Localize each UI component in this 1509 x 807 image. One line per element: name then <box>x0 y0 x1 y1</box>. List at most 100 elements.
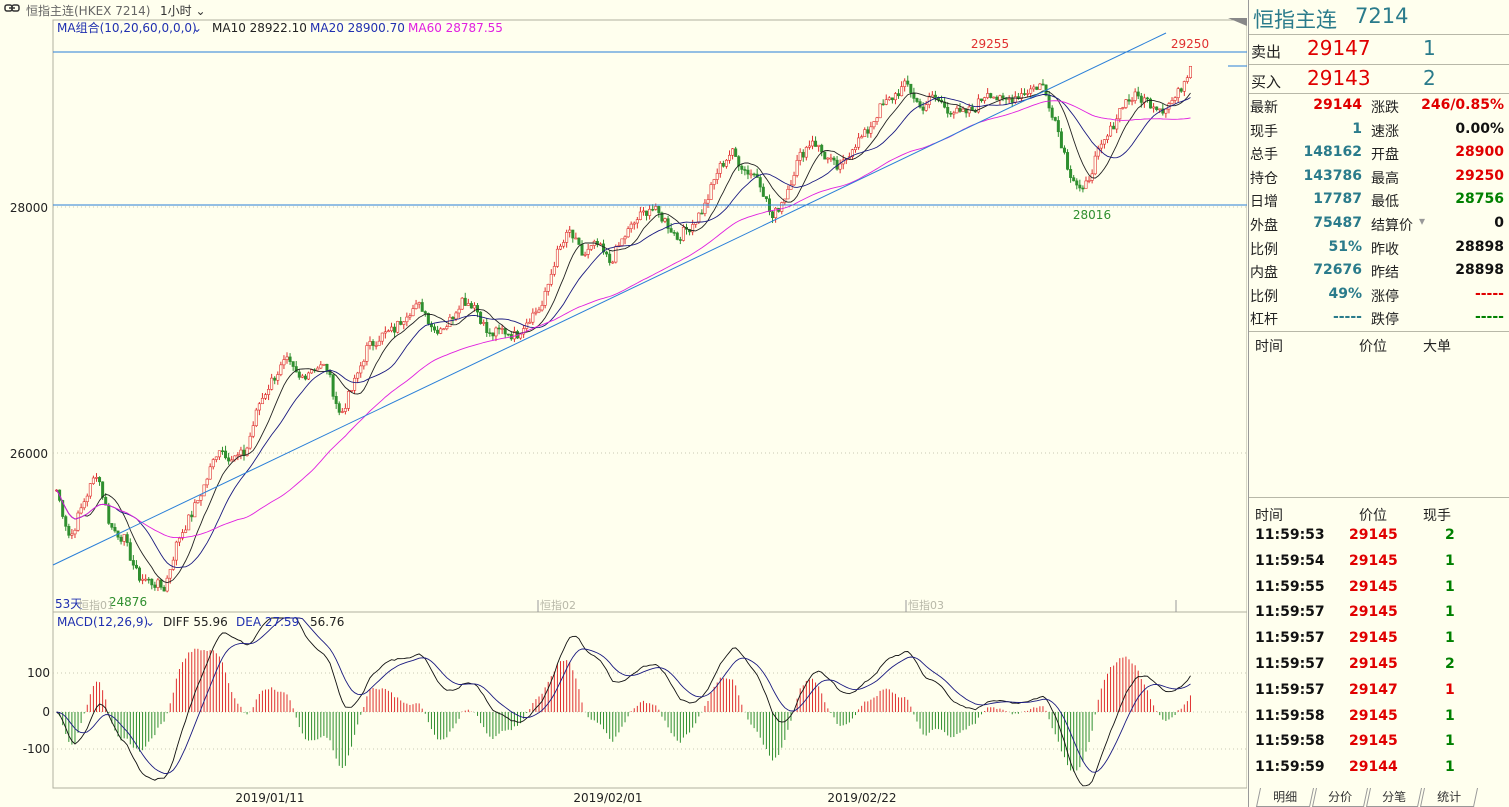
candle-up <box>408 315 412 318</box>
candle-down <box>451 316 455 320</box>
candle-up <box>537 309 541 313</box>
info-label: 现手 <box>1250 123 1278 140</box>
candle-down <box>337 403 341 413</box>
tick-row[interactable]: 11:59:58 29145 1 <box>1249 703 1509 729</box>
candle-down <box>469 303 473 309</box>
candle-up <box>654 206 658 210</box>
candle-down <box>764 196 768 200</box>
candle-down <box>897 93 901 97</box>
candle-down <box>918 101 922 108</box>
ask-price: 29147 <box>1307 36 1371 60</box>
candle-up <box>457 308 461 314</box>
tick-row[interactable]: 11:59:53 29145 2 <box>1249 522 1509 548</box>
tick-row[interactable]: 11:59:57 29145 2 <box>1249 651 1509 677</box>
period-label: 1小时 <box>160 4 192 18</box>
column-price: 价位 <box>1359 339 1387 355</box>
tick-time: 11:59:57 <box>1255 630 1325 647</box>
candle-down <box>1066 152 1070 170</box>
candle-up <box>884 99 888 105</box>
candle-up <box>156 579 160 588</box>
candle-up <box>402 321 406 325</box>
candle-up <box>500 328 504 330</box>
candle-up <box>445 326 449 330</box>
candle-down <box>660 212 664 222</box>
candle-up <box>718 162 722 174</box>
candle-up <box>300 375 304 378</box>
candle-down <box>666 218 670 229</box>
candle-up <box>638 211 642 220</box>
info-row: 最新 29144 涨跌 246/0.85% <box>1249 94 1509 117</box>
candle-down <box>485 322 489 333</box>
candle-down <box>980 98 984 102</box>
period-selector[interactable]: 1小时 ⌄ <box>160 2 206 19</box>
candle-up <box>494 327 498 337</box>
candle-up <box>789 184 793 190</box>
info-value: 49% <box>1328 285 1362 302</box>
ask-row[interactable]: 卖出 29147 1 <box>1249 34 1509 64</box>
candle-up <box>838 163 842 170</box>
tick-row[interactable]: 11:59:57 29145 1 <box>1249 599 1509 625</box>
candle-up <box>992 96 996 99</box>
candle-down <box>740 165 744 170</box>
tab-price-distribution[interactable]: 分价 <box>1311 788 1369 807</box>
tick-price: 29145 <box>1349 552 1398 569</box>
info-label: 总手 <box>1250 147 1278 164</box>
candle-down <box>325 363 329 372</box>
candle-up <box>239 449 243 456</box>
tick-time: 11:59:58 <box>1255 707 1325 724</box>
candle-up <box>346 391 350 409</box>
chevron-down-icon[interactable]: ⌄ <box>145 615 155 629</box>
tab-label: 统计 <box>1437 790 1462 804</box>
candle-up <box>869 126 873 134</box>
candle-down <box>995 96 999 101</box>
info-label: 速涨 <box>1371 123 1399 140</box>
tick-row[interactable]: 11:59:59 29144 1 <box>1249 754 1509 780</box>
candle-up <box>257 403 261 411</box>
trend-line[interactable] <box>52 32 1167 566</box>
info-value: 28898 <box>1455 262 1504 279</box>
candle-down <box>669 228 673 233</box>
candle-up <box>1121 107 1125 109</box>
candle-down <box>288 356 292 362</box>
tick-time: 11:59:57 <box>1255 604 1325 621</box>
tick-row[interactable]: 11:59:54 29145 1 <box>1249 548 1509 574</box>
candle-up <box>1170 100 1174 104</box>
candle-down <box>1075 180 1079 186</box>
candle-down <box>420 302 424 312</box>
macd-pane-frame <box>52 611 1247 789</box>
tick-row[interactable]: 11:59:57 29147 1 <box>1249 677 1509 703</box>
tick-row[interactable]: 11:59:58 29145 1 <box>1249 728 1509 754</box>
dropdown-icon[interactable]: ▾ <box>1419 214 1426 228</box>
candle-up <box>1164 108 1168 114</box>
candle-up <box>405 316 409 323</box>
candle-up <box>1188 65 1192 78</box>
tick-price: 29145 <box>1349 707 1398 724</box>
candle-up <box>386 330 390 333</box>
candle-down <box>220 450 224 453</box>
candle-up <box>749 173 753 176</box>
tick-volume: 1 <box>1445 630 1455 647</box>
bid-row[interactable]: 买入 29143 2 <box>1249 64 1509 94</box>
tab-statistics[interactable]: 统计 <box>1419 788 1479 807</box>
tick-row[interactable]: 11:59:57 29145 1 <box>1249 625 1509 651</box>
macd-indicator-label[interactable]: MACD(12,26,9) <box>57 615 148 629</box>
candle-up <box>472 305 476 309</box>
ma-indicator-label[interactable]: MA组合(10,20,60,0,0,0) <box>57 20 197 35</box>
tab-detail[interactable]: 明细 <box>1255 788 1315 807</box>
candle-down <box>503 328 507 335</box>
info-label: 比例 <box>1250 288 1278 305</box>
candle-down <box>890 97 894 101</box>
info-label: 涨停 <box>1371 288 1399 305</box>
tab-ticks[interactable]: 分笔 <box>1365 788 1423 807</box>
candle-down <box>970 106 974 111</box>
candle-down <box>110 523 114 528</box>
chevron-down-icon[interactable]: ⌄ <box>192 21 202 35</box>
big-order-header: 时间 价位 大单 <box>1249 333 1509 355</box>
link-icon[interactable] <box>4 2 20 14</box>
column-time: 时间 <box>1255 339 1283 355</box>
candle-down <box>1035 86 1039 90</box>
candle-down <box>1059 131 1063 149</box>
candle-up <box>1032 86 1036 90</box>
tick-row[interactable]: 11:59:55 29145 1 <box>1249 574 1509 600</box>
kline-chart[interactable]: 28000 26000 100 0 -100 MA组合(10,20,60,0,0… <box>0 18 1247 807</box>
